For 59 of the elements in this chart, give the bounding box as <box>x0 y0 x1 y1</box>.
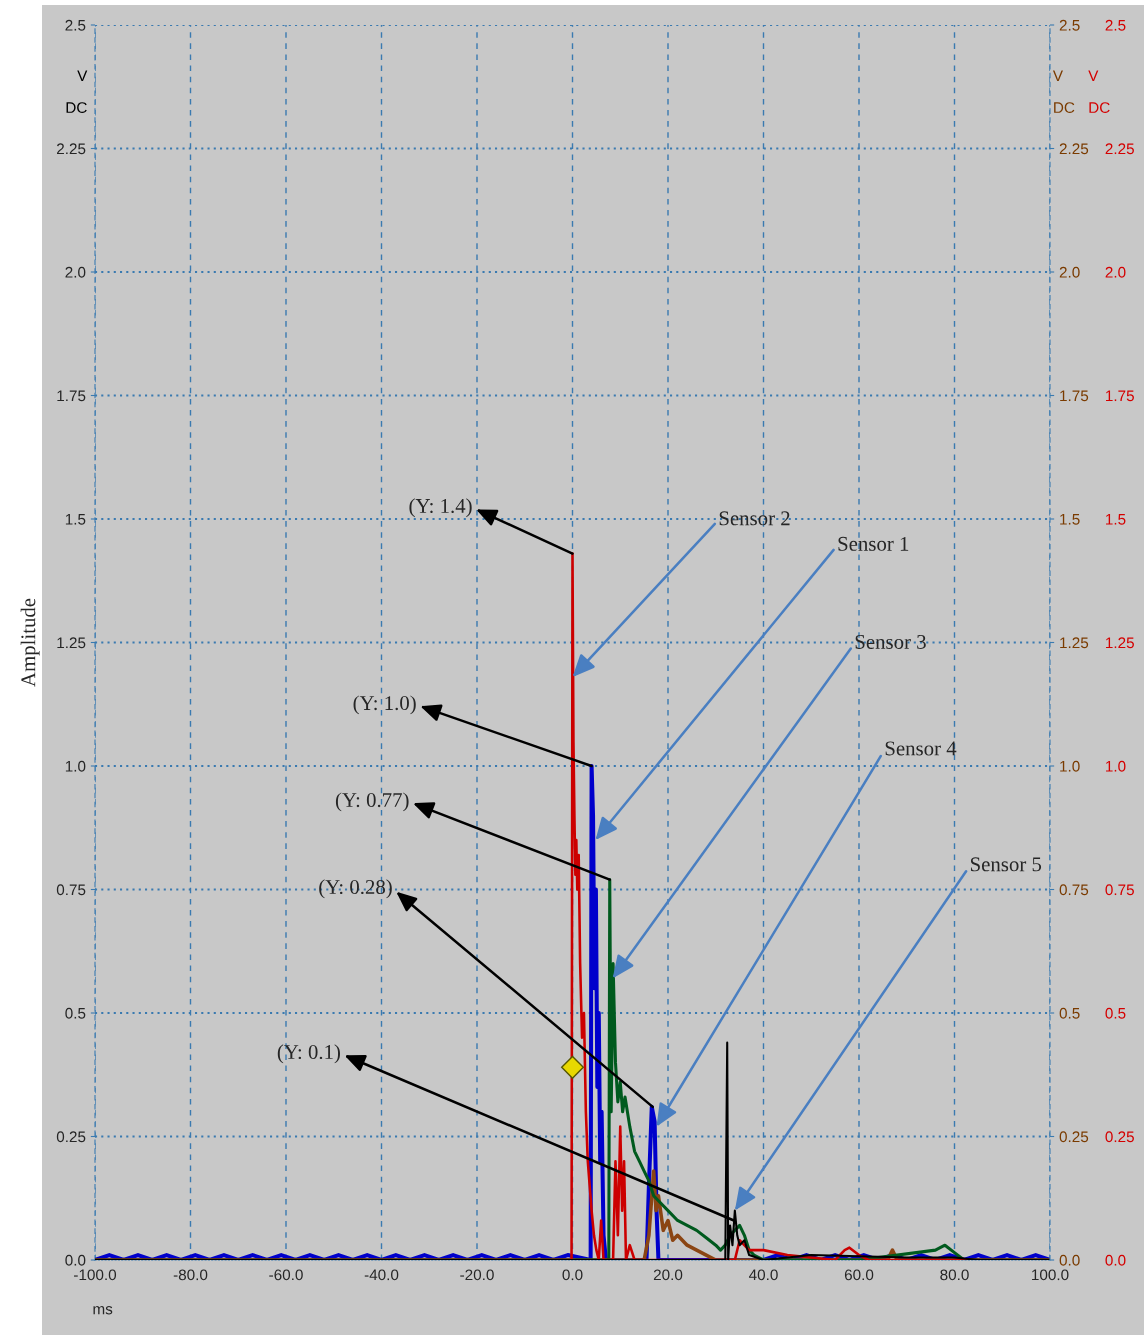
y3-tick-label: 2.5 <box>1105 19 1126 31</box>
y2-tick-label: 1.5 <box>1060 514 1080 525</box>
y-tick-label: 1.5 <box>65 514 86 525</box>
y2-tick-label: 0.5 <box>1059 1007 1080 1019</box>
y3-tick-label: 1.5 <box>1106 514 1126 525</box>
y3-tick-label: 2.0 <box>1105 266 1126 278</box>
text: V DC <box>1088 70 1110 113</box>
y-tick-label: 0.25 <box>56 1131 86 1143</box>
x-tick-label: 80.0 <box>940 1269 969 1281</box>
x-tick-label: -20.0 <box>460 1269 494 1281</box>
y3-tick-label: 1.0 <box>1106 760 1126 772</box>
y2-tick-label: 0.75 <box>1059 884 1089 896</box>
x-tick-label: 60.0 <box>844 1269 874 1281</box>
y2-tick-label: 0.0 <box>1059 1254 1080 1266</box>
annotation: (Y: 0.77) <box>335 792 409 812</box>
x-tick-label: 40.0 <box>748 1269 778 1281</box>
y-tick-label: 2.25 <box>57 143 86 155</box>
y-axis-title: Amplitude <box>20 598 40 687</box>
annotation: (Y: 0.1) <box>277 1044 341 1064</box>
annotation: (Y: 1.0) <box>353 695 416 715</box>
x-tick-label: 100.0 <box>1032 1269 1069 1281</box>
y2-tick-label: 0.25 <box>1059 1131 1089 1143</box>
y2-tick-label: 2.0 <box>1059 266 1080 278</box>
y3-tick-label: 0.0 <box>1105 1254 1126 1266</box>
y2-tick-label: 1.0 <box>1060 760 1080 772</box>
annotation: Sensor 2 <box>719 511 790 526</box>
annotation: Sensor 1 <box>838 536 909 551</box>
annotation: (Y: 1.4) <box>409 498 472 518</box>
y-tick-label: 0.5 <box>65 1007 86 1019</box>
y-tick-label: 2.5 <box>65 19 86 31</box>
x-axis-title: ms <box>93 1306 113 1315</box>
y3-tick-label: 0.5 <box>1105 1007 1126 1019</box>
y-tick-label: 0.75 <box>56 884 86 896</box>
y3-tick-label: 2.25 <box>1105 143 1134 155</box>
y2-tick-label: 1.75 <box>1060 390 1089 402</box>
text: V DC <box>1052 70 1075 113</box>
annotation: Sensor 4 <box>885 741 957 756</box>
y3-tick-label: 1.25 <box>1106 637 1134 649</box>
annotation: (Y: 0.28) <box>319 879 392 899</box>
y-tick-label: 1.25 <box>57 637 86 649</box>
y2-tick-label: 1.25 <box>1060 637 1089 649</box>
y3-tick-label: 0.25 <box>1105 1131 1134 1143</box>
y2-tick-label: 2.25 <box>1059 143 1089 155</box>
x-tick-label: -60.0 <box>269 1269 303 1281</box>
y-tick-label: 2.0 <box>65 266 86 278</box>
x-tick-label: 0.0 <box>562 1269 583 1281</box>
x-tick-label: 20.0 <box>653 1269 683 1281</box>
y3-tick-label: 1.75 <box>1106 390 1134 402</box>
y-tick-label: 1.75 <box>57 390 86 402</box>
x-tick-label: -100.0 <box>74 1269 117 1281</box>
y3-tick-label: 0.75 <box>1105 884 1134 896</box>
x-tick-label: -80.0 <box>173 1269 208 1281</box>
y-tick-label: 1.0 <box>65 760 86 772</box>
y-tick-label: 0.0 <box>65 1254 86 1266</box>
y2-tick-label: 2.5 <box>1059 19 1080 31</box>
x-tick-label: -40.0 <box>364 1269 399 1281</box>
text: V DC <box>66 70 88 113</box>
annotation: Sensor 5 <box>970 857 1042 872</box>
annotation: Sensor 3 <box>855 634 926 649</box>
